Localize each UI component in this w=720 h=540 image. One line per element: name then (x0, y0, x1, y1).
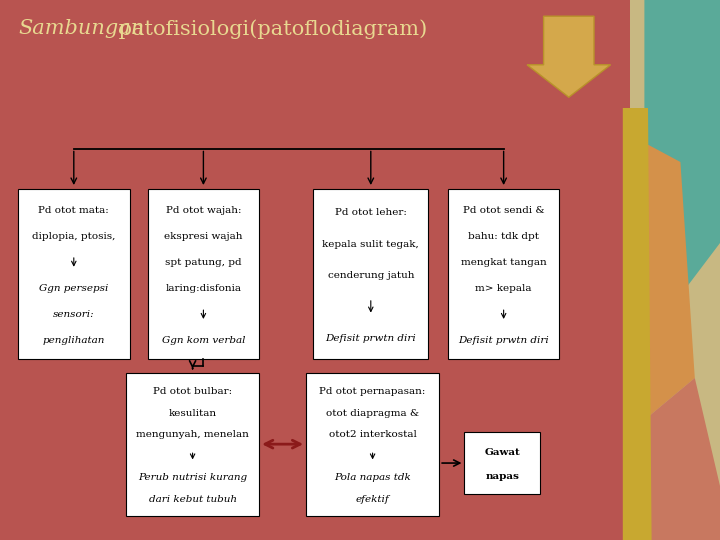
Text: dari kebut tubuh: dari kebut tubuh (148, 495, 237, 504)
Text: otot diapragma &: otot diapragma & (326, 409, 419, 417)
Text: sensori:: sensori: (53, 310, 94, 319)
Text: Ggn persepsi: Ggn persepsi (39, 284, 109, 293)
FancyBboxPatch shape (464, 432, 540, 494)
Text: spt patung, pd: spt patung, pd (165, 258, 242, 267)
Text: laring:disfonia: laring:disfonia (166, 284, 241, 293)
Text: m> kepala: m> kepala (475, 284, 532, 293)
Text: kesulitan: kesulitan (168, 409, 217, 417)
FancyBboxPatch shape (313, 189, 428, 359)
Polygon shape (527, 16, 611, 97)
Text: Pd otot bulbar:: Pd otot bulbar: (153, 387, 232, 396)
Polygon shape (644, 0, 720, 324)
Text: efektif: efektif (356, 495, 390, 504)
Text: Pd otot leher:: Pd otot leher: (335, 208, 407, 217)
Text: Sambungan: Sambungan (18, 19, 144, 38)
Bar (630, 0, 720, 540)
Text: bahu: tdk dpt: bahu: tdk dpt (468, 232, 539, 241)
Text: diplopia, ptosis,: diplopia, ptosis, (32, 232, 115, 241)
Text: Pd otot pernapasan:: Pd otot pernapasan: (320, 387, 426, 396)
Text: mengunyah, menelan: mengunyah, menelan (136, 430, 249, 439)
Text: Ggn kom verbal: Ggn kom verbal (162, 336, 245, 345)
Text: ekspresi wajah: ekspresi wajah (164, 232, 243, 241)
Polygon shape (623, 108, 652, 540)
Text: Defisit prwtn diri: Defisit prwtn diri (458, 336, 549, 345)
Text: napas: napas (485, 472, 519, 481)
Polygon shape (630, 378, 720, 540)
FancyBboxPatch shape (148, 189, 259, 359)
FancyBboxPatch shape (18, 189, 130, 359)
Text: Perub nutrisi kurang: Perub nutrisi kurang (138, 474, 247, 482)
Text: Pd otot wajah:: Pd otot wajah: (166, 206, 241, 214)
Text: kepala sulit tegak,: kepala sulit tegak, (323, 240, 419, 248)
Text: Pola napas tdk: Pola napas tdk (334, 474, 411, 482)
Text: mengkat tangan: mengkat tangan (461, 258, 546, 267)
Text: Defisit prwtn diri: Defisit prwtn diri (325, 334, 416, 342)
Text: Pd otot mata:: Pd otot mata: (38, 206, 109, 214)
FancyBboxPatch shape (306, 373, 439, 516)
Text: Gawat: Gawat (485, 448, 520, 457)
Text: penglihatan: penglihatan (42, 336, 105, 345)
FancyBboxPatch shape (126, 373, 259, 516)
Polygon shape (630, 135, 695, 432)
Text: Pd otot sendi &: Pd otot sendi & (463, 206, 544, 214)
Text: patofisiologi(patoflodiagram): patofisiologi(patoflodiagram) (112, 19, 427, 38)
FancyBboxPatch shape (448, 189, 559, 359)
Text: cenderung jatuh: cenderung jatuh (328, 271, 414, 280)
Text: otot2 interkostal: otot2 interkostal (328, 430, 417, 439)
